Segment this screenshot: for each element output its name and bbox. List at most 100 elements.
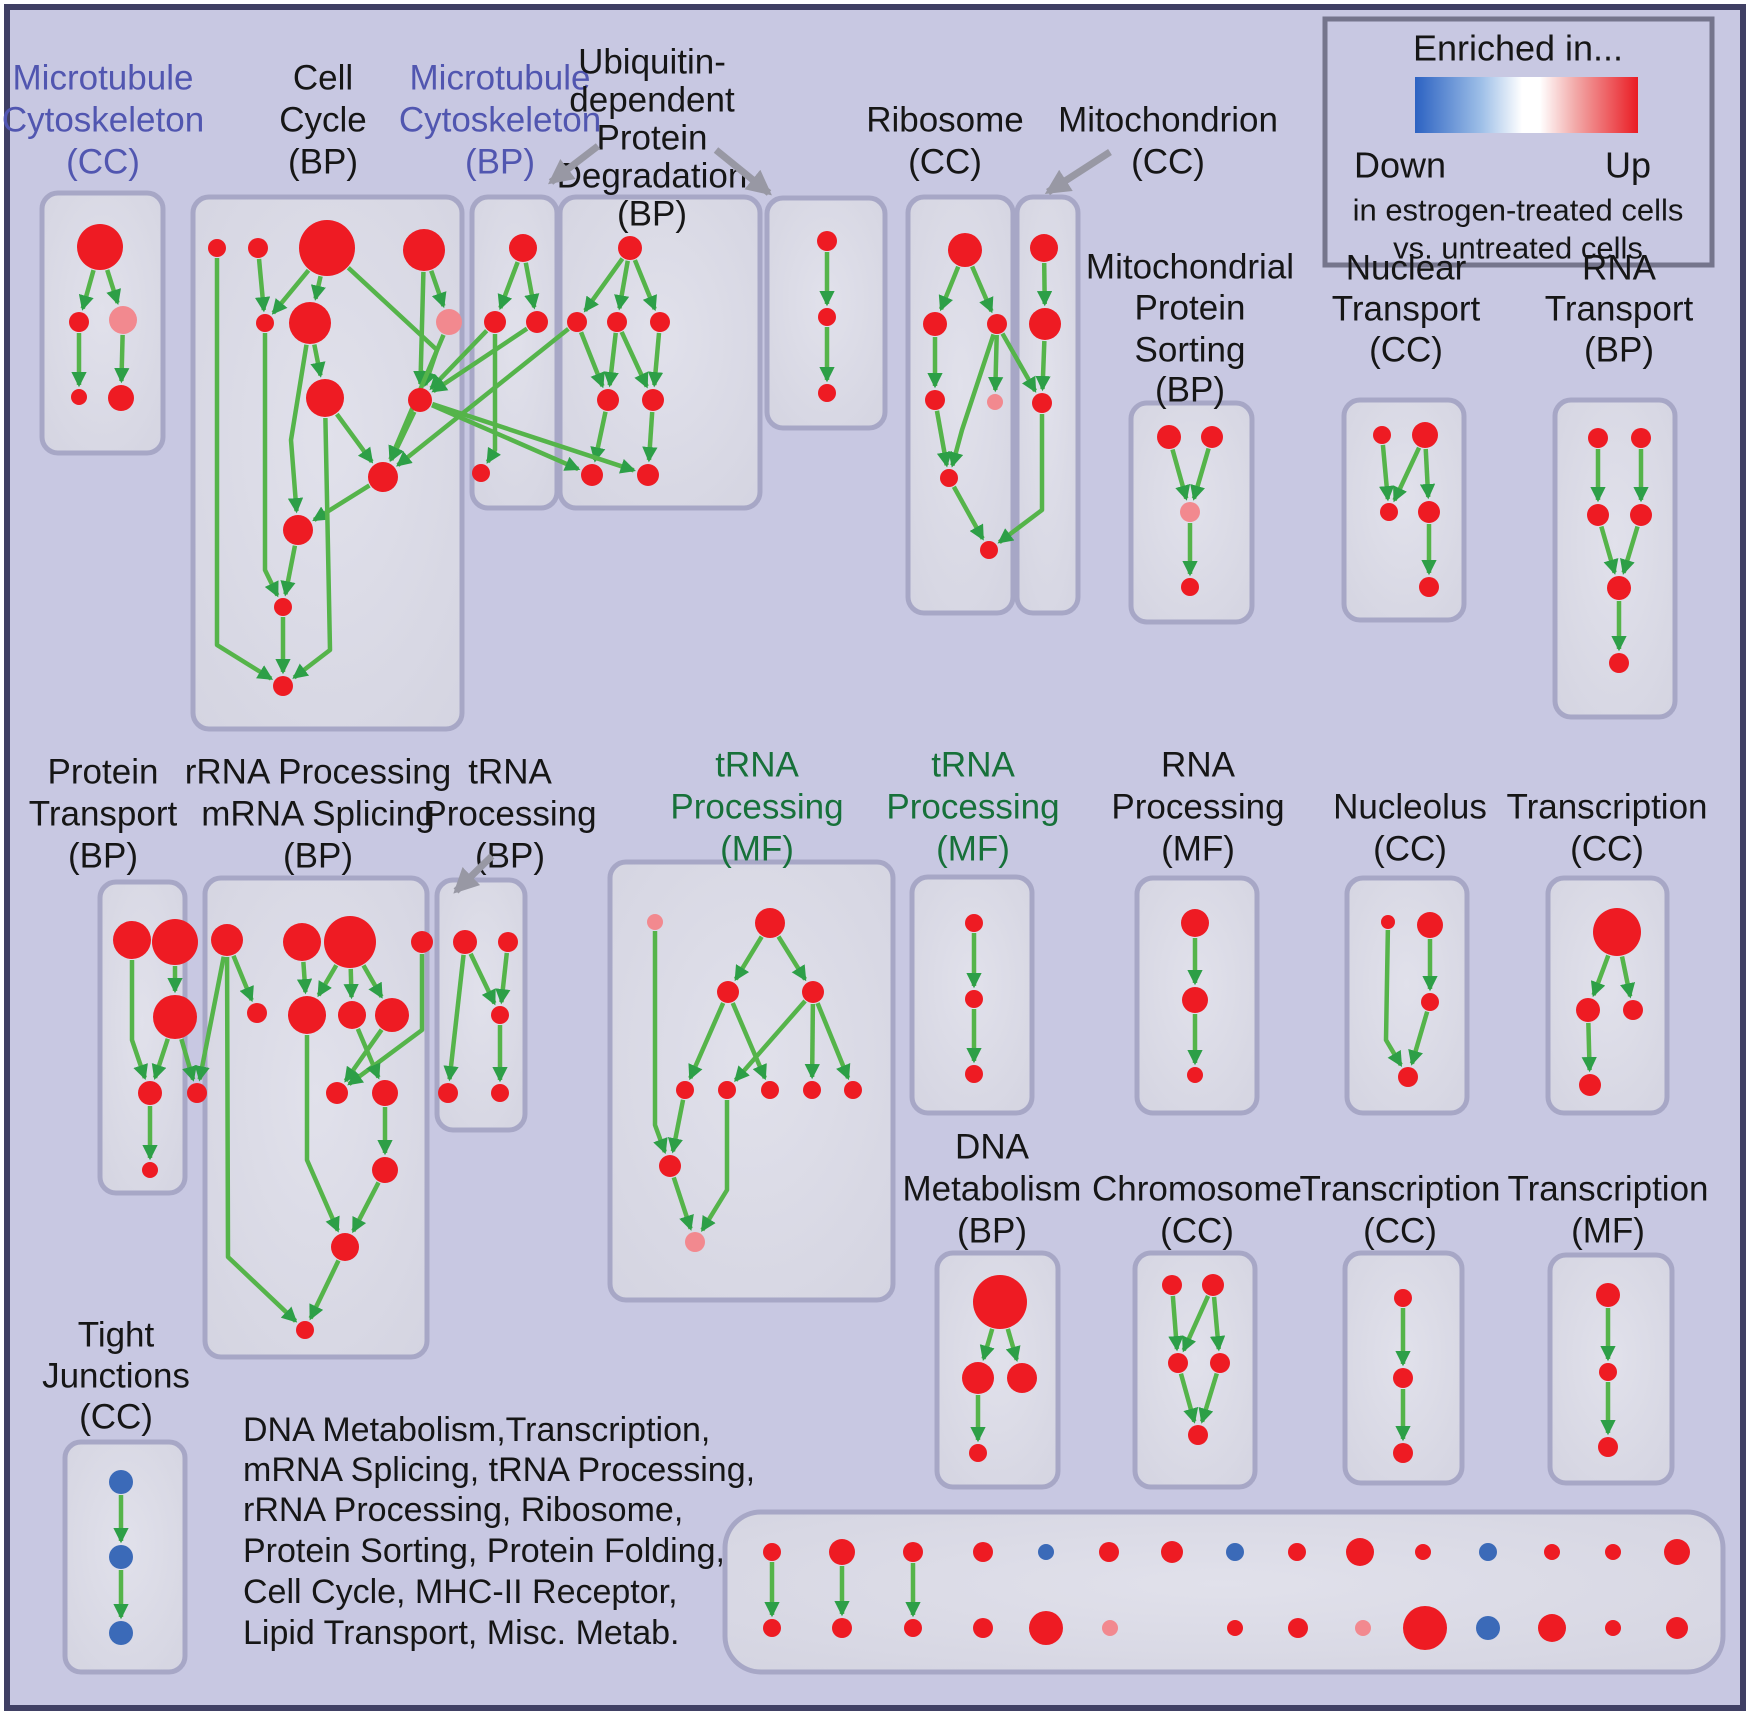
node-red-nucleolus xyxy=(1398,1067,1418,1087)
cluster-label-dna-metab: (BP) xyxy=(957,1212,1027,1251)
edge-trna-mf-1 xyxy=(776,935,807,982)
node-red-transcription-mf xyxy=(1596,1283,1620,1307)
cluster-label-ubi-a: Protein xyxy=(597,119,708,158)
node-red-cell-cycle xyxy=(403,229,445,271)
node-red-transcription-cc-2 xyxy=(1579,1074,1601,1096)
node-red-misc-box xyxy=(1544,1544,1560,1560)
node-red-mt-bp xyxy=(472,464,490,482)
node-red-ubi-a xyxy=(618,236,642,260)
edge-trna-bp xyxy=(468,952,497,1006)
edge-nucleolus xyxy=(1408,1010,1430,1066)
cluster-box-nucleolus xyxy=(1344,875,1470,1116)
cluster-label-nuclear-transport: (CC) xyxy=(1369,331,1443,370)
node-red-trna-mf-2 xyxy=(965,1065,983,1083)
edge-transcription-cc-2 xyxy=(1619,956,1636,999)
node-red-nuclear-transport xyxy=(1412,422,1438,448)
edge-trna-mf-1 xyxy=(733,935,764,982)
node-red-mt-bp xyxy=(526,311,548,333)
cross-edge-mito-to-ribosome xyxy=(997,414,1045,544)
misc-categories-text: rRNA Processing, Ribosome, xyxy=(243,1491,683,1529)
node-red-misc-box xyxy=(1403,1606,1447,1650)
cluster-label-tight-junctions: Junctions xyxy=(42,1357,190,1396)
node-red-protein-transport xyxy=(142,1162,158,1178)
edge-chromosome xyxy=(1209,1296,1226,1352)
edge-trna-mf-1 xyxy=(671,1176,694,1231)
node-red-rrna xyxy=(283,923,321,961)
node-red-ubi-a xyxy=(650,312,670,332)
cross-edge-ubi-a-to-cell-cycle xyxy=(396,327,570,467)
node-red-misc-box xyxy=(763,1543,781,1561)
node-red-protein-transport xyxy=(153,995,197,1039)
node-pink-ribosome xyxy=(987,394,1003,410)
cluster-label-protein-transport: (BP) xyxy=(68,837,138,876)
cluster-box-trna-mf-1 xyxy=(607,859,896,1303)
edge-rrna xyxy=(343,968,359,1000)
label-pointer-arrow-icon xyxy=(547,143,601,185)
edge-cell-cycle xyxy=(280,545,298,597)
node-red-misc-box xyxy=(1538,1614,1566,1642)
edge-dna-metab xyxy=(1005,1328,1021,1362)
edge-nuclear-transport xyxy=(1419,448,1436,500)
node-red-microtubule-cc xyxy=(69,312,89,332)
node-red-rrna xyxy=(247,1003,267,1023)
edge-ribosome xyxy=(948,333,996,468)
edge-mt-bp xyxy=(485,334,502,464)
edge-rrna xyxy=(296,961,313,995)
edge-ubi-a xyxy=(578,331,605,389)
cluster-box-chromosome xyxy=(1132,1250,1258,1490)
node-red-mito xyxy=(1030,234,1058,262)
node-red-ubi-b xyxy=(818,308,836,326)
edge-microtubule-cc xyxy=(105,269,121,306)
node-blue-misc-box xyxy=(1226,1543,1244,1561)
node-red-trna-bp xyxy=(453,930,477,954)
label-pointer-arrow-icon xyxy=(713,147,772,196)
node-red-chromosome xyxy=(1188,1425,1208,1445)
cluster-label-chromosome: (CC) xyxy=(1160,1212,1234,1251)
legend-gradient-bar xyxy=(1415,77,1638,133)
edge-cell-cycle xyxy=(310,275,326,301)
node-red-trna-bp xyxy=(491,1006,509,1024)
edge-ubi-a xyxy=(647,332,664,388)
cluster-label-transcription-mf: (MF) xyxy=(1571,1212,1645,1251)
cluster-label-mito: Mitochondrion xyxy=(1058,101,1278,140)
node-red-rna-transport xyxy=(1630,504,1652,526)
node-red-mito xyxy=(1032,393,1052,413)
cross-edge-ribosome-to-mito xyxy=(1000,332,1038,393)
node-red-rrna xyxy=(338,1001,366,1029)
cluster-label-protein-transport: Protein xyxy=(48,753,159,792)
edge-nuclear-transport xyxy=(1379,444,1395,502)
node-red-misc-box xyxy=(1288,1618,1308,1638)
edge-protein-transport xyxy=(151,1038,170,1080)
misc-categories-text: Lipid Transport, Misc. Metab. xyxy=(243,1614,680,1652)
node-red-ribosome xyxy=(980,541,998,559)
cluster-label-mito-sort: Protein xyxy=(1135,289,1246,328)
edge-ribosome xyxy=(938,265,961,312)
node-pink-trna-mf-1 xyxy=(685,1232,705,1252)
cross-edge-cell-cycle-to-ubi-a xyxy=(431,401,636,474)
cluster-label-trna-mf-2: (MF) xyxy=(936,830,1010,869)
cluster-label-rna-transport: (BP) xyxy=(1584,331,1654,370)
cluster-label-cell-cycle: (BP) xyxy=(288,143,358,182)
edge-rrna xyxy=(343,1028,384,1083)
node-red-cell-cycle xyxy=(299,220,355,276)
node-red-misc-box xyxy=(1415,1544,1431,1560)
node-red-trna-mf-1 xyxy=(802,981,824,1003)
node-blue-misc-box xyxy=(1479,1543,1497,1561)
node-red-ubi-a xyxy=(597,389,619,411)
node-red-trna-mf-1 xyxy=(676,1081,694,1099)
cluster-label-ribosome: Ribosome xyxy=(866,101,1024,140)
node-pink-misc-box xyxy=(1355,1620,1371,1636)
edge-nucleolus xyxy=(1383,929,1403,1067)
edge-cell-cycle xyxy=(312,483,371,522)
node-red-misc-box xyxy=(973,1542,993,1562)
edge-rrna xyxy=(361,964,384,999)
edge-mt-bp xyxy=(523,262,540,310)
node-red-chromosome xyxy=(1202,1274,1224,1296)
node-blue-tight-junctions xyxy=(109,1545,133,1569)
edge-rrna xyxy=(304,1035,340,1233)
node-red-misc-box xyxy=(763,1619,781,1637)
edge-dna-metab xyxy=(979,1328,995,1361)
edge-trna-mf-1 xyxy=(804,1003,820,1080)
edge-cell-cycle xyxy=(389,410,417,462)
